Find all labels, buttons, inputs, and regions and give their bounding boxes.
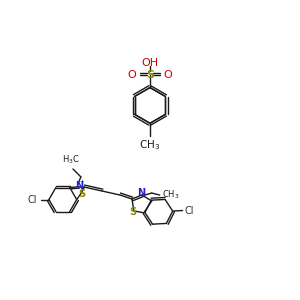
Text: N: N [75,181,83,191]
Text: H$_3$C: H$_3$C [62,154,80,166]
Text: CH$_3$: CH$_3$ [162,189,179,201]
Text: S: S [78,189,85,199]
Text: S: S [146,70,154,80]
Text: S: S [129,207,137,217]
Text: Cl: Cl [28,194,37,205]
Text: Cl: Cl [184,206,194,215]
Text: $^+$: $^+$ [78,179,85,188]
Text: CH$_3$: CH$_3$ [140,138,160,152]
Text: O: O [128,70,136,80]
Text: N: N [137,188,145,198]
Text: OH: OH [141,58,159,68]
Text: O: O [164,70,172,80]
